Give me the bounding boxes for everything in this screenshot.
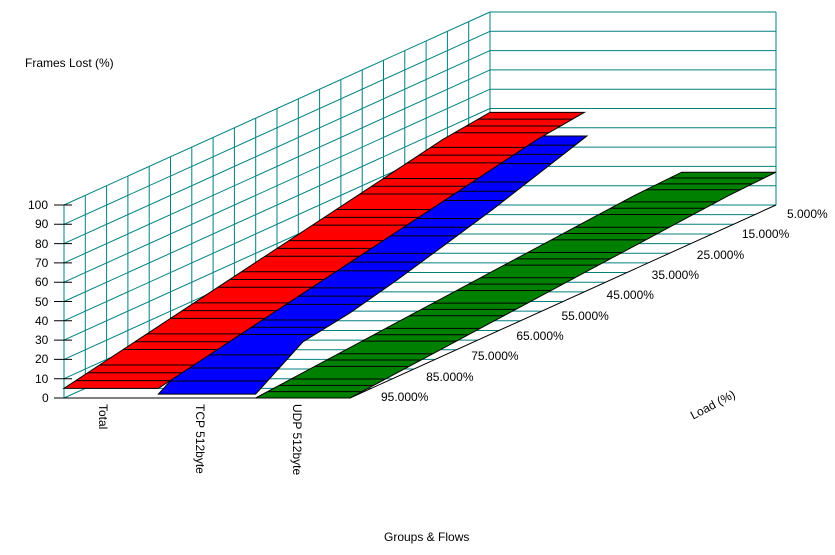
depth-tick-label: 65.000% <box>516 329 564 343</box>
left-wall-gridline <box>63 108 491 302</box>
y-tick-label: 20 <box>35 352 49 367</box>
left-wall-gridline <box>63 88 491 283</box>
depth-tick-label: 85.000% <box>426 369 474 384</box>
y-tick-label: 90 <box>35 217 49 232</box>
x-tick-label: UDP 512byte <box>290 404 304 476</box>
y-tick-label: 40 <box>35 313 49 328</box>
x-tick-label: TCP 512byte <box>193 404 207 474</box>
depth-tick-label: 55.000% <box>561 308 609 323</box>
depth-tick-label: 15.000% <box>741 227 790 242</box>
y-tick-label: 60 <box>35 275 49 290</box>
depth-tick-label: 75.000% <box>471 349 519 364</box>
left-wall-gridline <box>63 11 491 206</box>
depth-tick-label: 45.000% <box>606 288 654 303</box>
left-wall-gridline <box>63 50 491 245</box>
left-wall-gridline <box>63 30 491 225</box>
y-tick-label: 30 <box>35 333 49 348</box>
y-tick-label: 100 <box>28 198 49 212</box>
y-tick-label: 70 <box>35 255 49 270</box>
y-tick-label: 50 <box>35 294 49 309</box>
x-tick-label: Total <box>96 404 110 430</box>
ribbon-total <box>62 111 587 389</box>
depth-tick-label: 35.000% <box>651 268 700 282</box>
y-tick-label: 10 <box>35 371 49 386</box>
depth-tick-label: 95.000% <box>381 390 429 404</box>
y-tick-label: 0 <box>42 391 49 405</box>
left-wall-gridline <box>63 69 491 264</box>
depth-tick-label: 5.000% <box>787 207 828 221</box>
x-axis-title: Groups & Flows <box>384 530 470 544</box>
y-tick-label: 80 <box>35 236 49 251</box>
depth-tick-label: 25.000% <box>696 247 745 262</box>
y-axis-title: Frames Lost (%) <box>25 56 114 70</box>
depth-axis-line <box>349 204 777 399</box>
